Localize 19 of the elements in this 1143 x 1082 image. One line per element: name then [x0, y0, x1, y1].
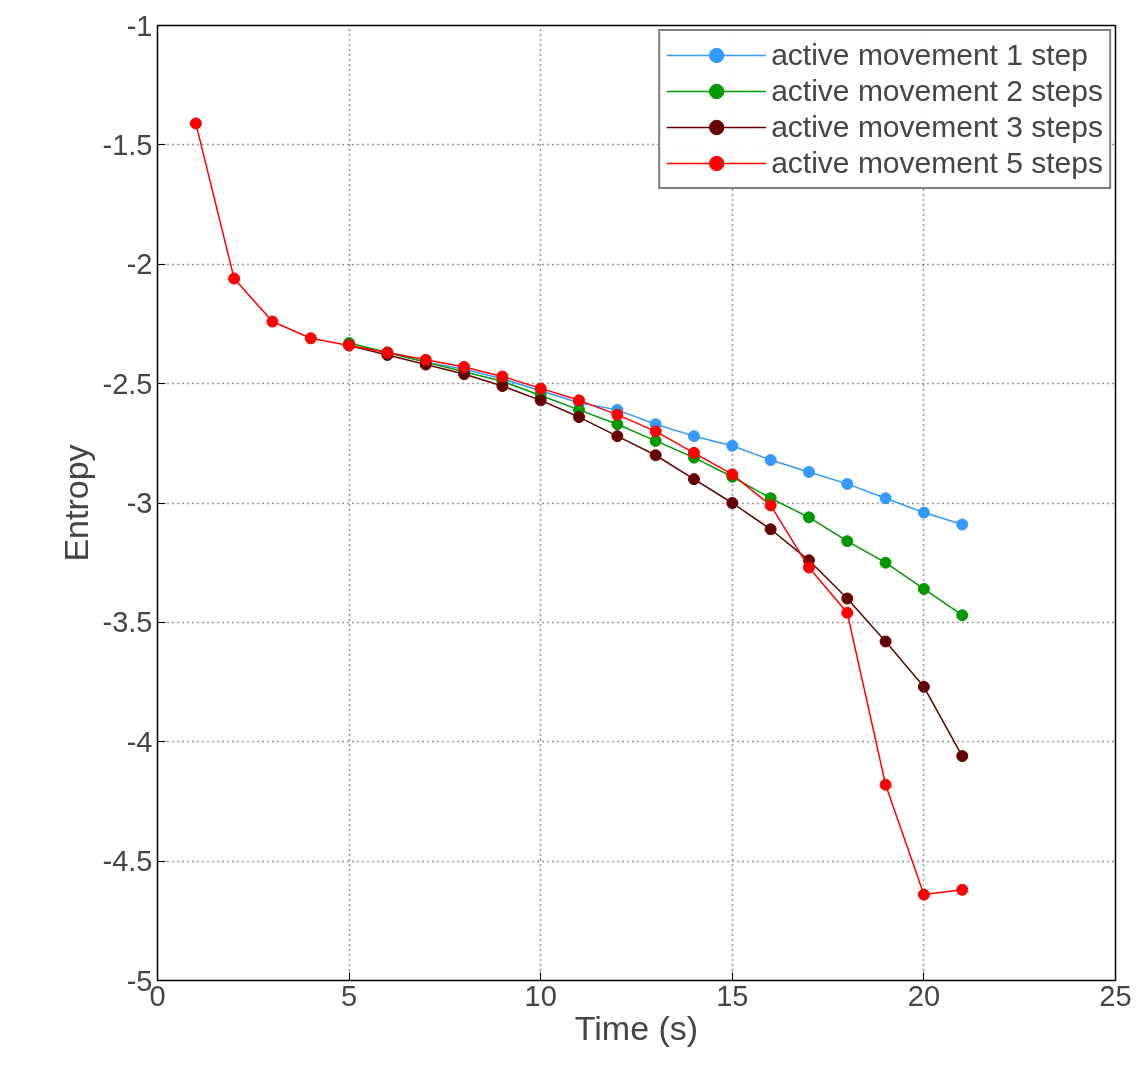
- y-tick-label: -2: [126, 248, 153, 281]
- x-tick-label: 25: [1099, 979, 1132, 1012]
- x-tick-label: 10: [524, 979, 557, 1012]
- y-tick-label: -1.5: [102, 128, 153, 161]
- x-tick-label: 15: [716, 979, 749, 1012]
- y-tick-label: -3.5: [102, 606, 153, 639]
- x-tick-label: 20: [907, 979, 941, 1012]
- legend-label: active movement 2 steps: [771, 73, 1103, 109]
- legend-label: active movement 5 steps: [771, 145, 1103, 181]
- y-tick-label: -4: [126, 725, 153, 758]
- y-tick-label: -4.5: [102, 845, 153, 878]
- y-tick-label: -2.5: [102, 367, 153, 400]
- legend-label: active movement 1 step: [771, 37, 1088, 73]
- y-tick-label: -1: [126, 9, 153, 42]
- x-axis-title: Time (s): [574, 1008, 699, 1047]
- y-axis-title: Entropy: [56, 444, 95, 562]
- y-tick-label: -3: [126, 487, 153, 519]
- legend-label: active movement 3 steps: [771, 109, 1103, 145]
- x-tick-label: 5: [341, 979, 358, 1012]
